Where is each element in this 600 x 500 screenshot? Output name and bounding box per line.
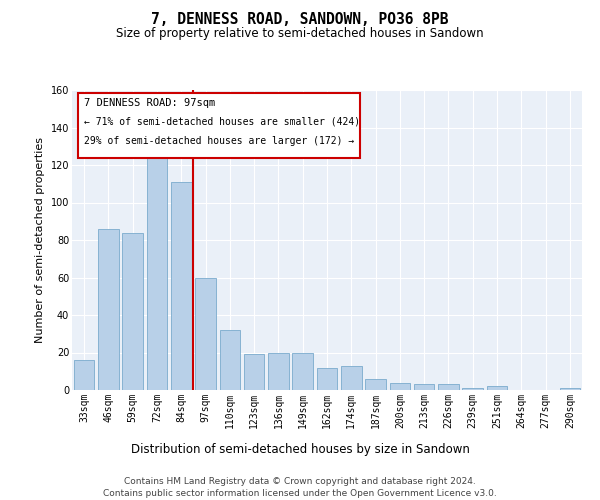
Bar [146, 144, 167, 390]
Bar [220, 330, 240, 390]
Text: Contains public sector information licensed under the Open Government Licence v3: Contains public sector information licen… [103, 489, 497, 498]
Bar [244, 354, 265, 390]
Bar [171, 182, 191, 390]
Text: 7, DENNESS ROAD, SANDOWN, PO36 8PB: 7, DENNESS ROAD, SANDOWN, PO36 8PB [151, 12, 449, 28]
Bar [268, 352, 289, 390]
Text: 29% of semi-detached houses are larger (172) →: 29% of semi-detached houses are larger (… [84, 136, 354, 145]
Bar [195, 278, 216, 390]
Bar [341, 366, 362, 390]
Bar [365, 379, 386, 390]
Bar [74, 360, 94, 390]
Bar [292, 352, 313, 390]
Bar [98, 229, 119, 390]
Bar [414, 384, 434, 390]
Bar [560, 388, 580, 390]
Y-axis label: Number of semi-detached properties: Number of semi-detached properties [35, 137, 45, 343]
Bar [317, 368, 337, 390]
Text: Contains HM Land Registry data © Crown copyright and database right 2024.: Contains HM Land Registry data © Crown c… [124, 478, 476, 486]
Text: ← 71% of semi-detached houses are smaller (424): ← 71% of semi-detached houses are smalle… [84, 116, 360, 126]
Bar [463, 388, 483, 390]
Bar [122, 232, 143, 390]
Bar [438, 384, 459, 390]
Text: Distribution of semi-detached houses by size in Sandown: Distribution of semi-detached houses by … [131, 442, 469, 456]
Text: 7 DENNESS ROAD: 97sqm: 7 DENNESS ROAD: 97sqm [84, 98, 215, 108]
Text: Size of property relative to semi-detached houses in Sandown: Size of property relative to semi-detach… [116, 28, 484, 40]
Bar [487, 386, 508, 390]
Bar [389, 382, 410, 390]
